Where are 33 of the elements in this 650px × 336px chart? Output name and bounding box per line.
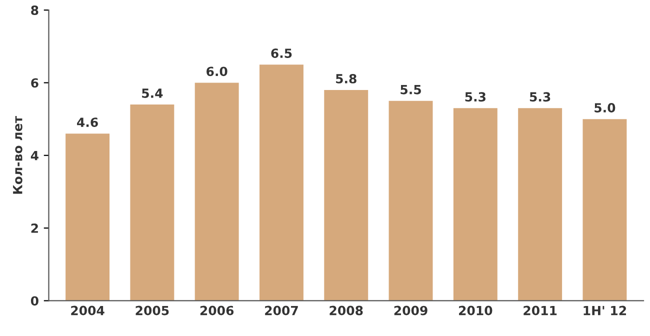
bar xyxy=(260,64,304,301)
bar xyxy=(453,108,498,301)
data-label: 5.4 xyxy=(142,88,163,98)
x-tick-label: 2008 xyxy=(330,306,363,316)
y-tick-label: 8 xyxy=(31,6,38,16)
x-tick-label: 2006 xyxy=(200,306,234,316)
y-tick-label: 2 xyxy=(31,224,38,233)
y-tick-label: 6 xyxy=(31,78,38,88)
data-label: 5.3 xyxy=(530,92,550,102)
bar xyxy=(66,134,110,301)
bar xyxy=(130,104,174,301)
data-label: 4.6 xyxy=(77,118,98,128)
x-tick-label: 2005 xyxy=(136,306,169,316)
data-label: 5.5 xyxy=(400,85,421,94)
y-tick-label: 0 xyxy=(30,296,38,306)
data-label: 6.0 xyxy=(206,66,228,76)
bar xyxy=(388,100,433,301)
bar xyxy=(518,108,562,301)
bar xyxy=(194,82,239,301)
data-label: 5.8 xyxy=(336,74,356,84)
x-tick-label: 2007 xyxy=(265,306,298,316)
x-tick-label: 2009 xyxy=(394,306,428,316)
x-tick-label: 2010 xyxy=(459,306,492,316)
x-tick-label: 2011 xyxy=(524,306,557,316)
x-tick-label: 1H' 12 xyxy=(584,306,626,316)
data-label: 5.3 xyxy=(465,92,486,102)
y-axis-title: Кол-во лет xyxy=(13,116,22,194)
y-tick-label: 4 xyxy=(30,151,38,160)
data-label: 5.0 xyxy=(594,103,616,112)
bar xyxy=(324,90,368,301)
x-tick-label: 2004 xyxy=(71,306,104,316)
bar xyxy=(582,119,627,301)
data-label: 6.5 xyxy=(271,48,292,58)
